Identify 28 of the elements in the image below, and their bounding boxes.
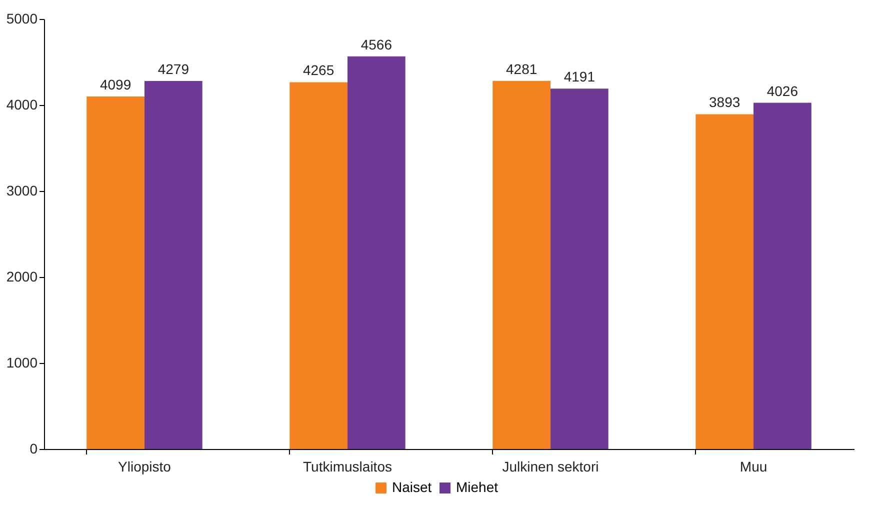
y-tick-label: 5000 (6, 10, 38, 26)
data-label: 4099 (100, 76, 132, 92)
data-label: 4191 (564, 68, 596, 85)
bar (492, 80, 551, 449)
bar (550, 88, 608, 449)
bar (290, 82, 348, 449)
bar (144, 81, 202, 449)
y-tick-label: 0 (30, 440, 38, 456)
bar (696, 114, 754, 449)
y-tick-label: 1000 (6, 354, 38, 370)
bar (86, 96, 144, 449)
legend-label: Naiset (392, 479, 432, 495)
y-tick-label: 4000 (6, 96, 38, 112)
x-tick-label: Julkinen sektori (502, 458, 599, 474)
bar (347, 56, 406, 449)
data-label: 3893 (709, 94, 740, 110)
y-tick-label: 2000 (6, 268, 38, 284)
data-label: 4279 (158, 61, 190, 78)
x-tick-label: Yliopisto (118, 458, 172, 474)
x-tick-label: Muu (740, 458, 768, 474)
data-label: 4265 (302, 62, 334, 78)
legend-label: Miehet (456, 479, 498, 495)
x-tick-label: Tutkimuslaitos (303, 458, 392, 474)
data-label: 4566 (360, 36, 392, 52)
data-label: 4281 (506, 60, 538, 77)
bar (754, 102, 812, 449)
data-label: 4026 (766, 82, 798, 99)
y-tick-label: 3000 (6, 182, 38, 198)
